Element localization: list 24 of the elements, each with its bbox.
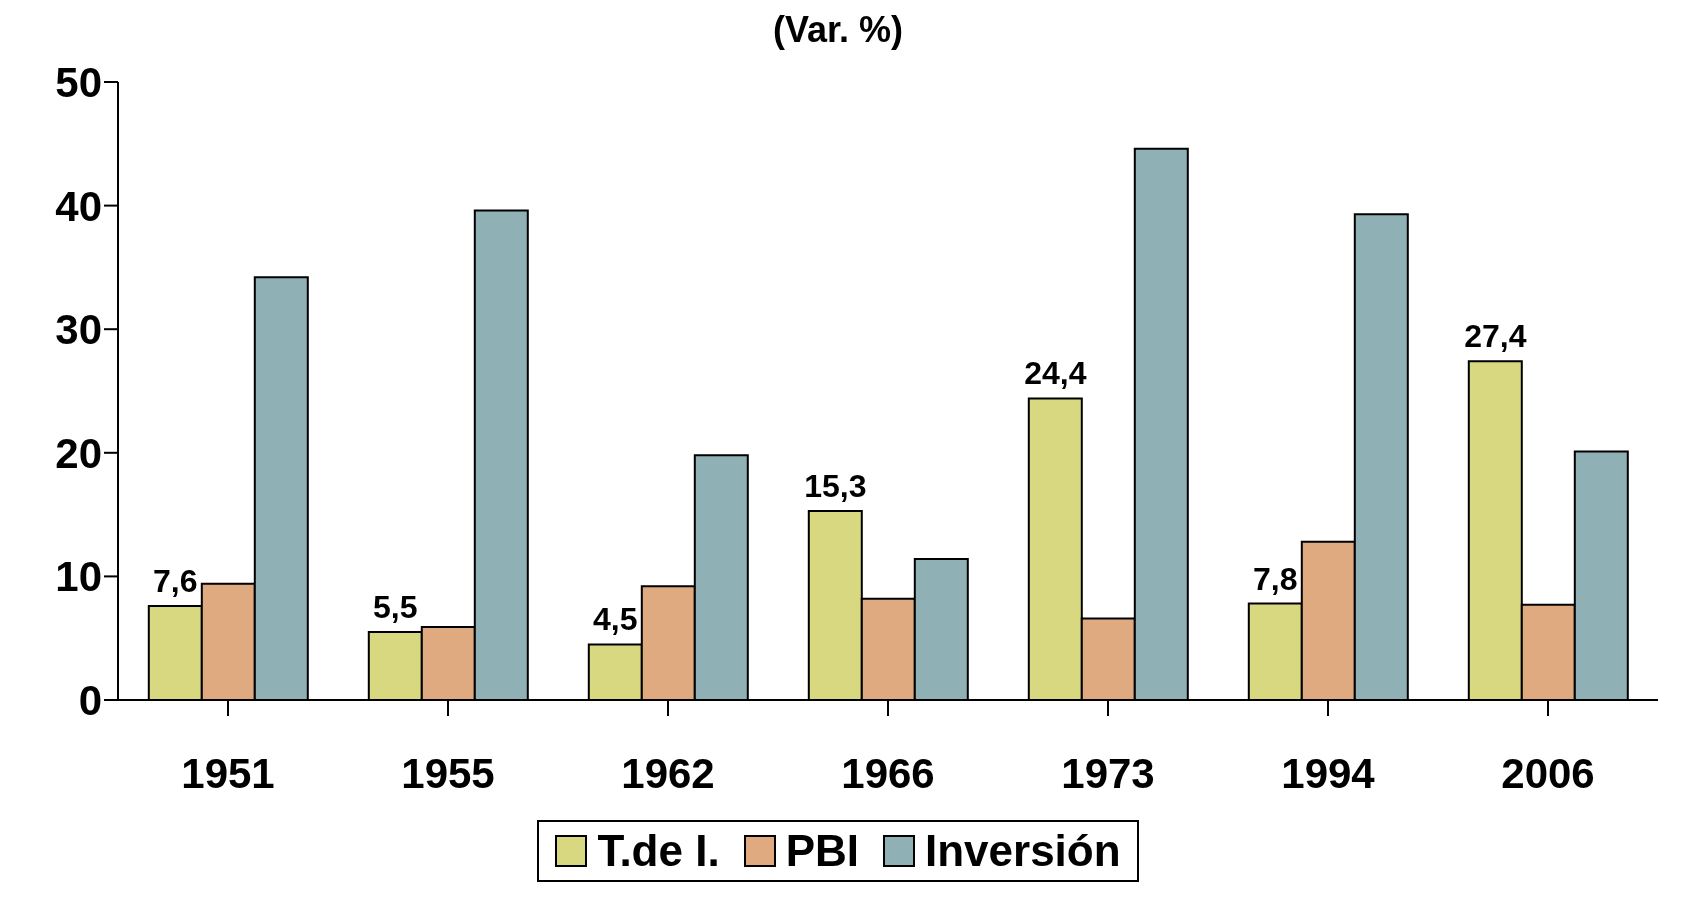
legend-label: Inversión: [924, 826, 1121, 876]
y-tick-label: 30: [55, 306, 102, 354]
x-tick-label: 2006: [1501, 749, 1595, 797]
x-tick-label: 1951: [181, 749, 275, 797]
data-label: 5,5: [373, 589, 418, 626]
legend-label: PBI: [784, 826, 859, 876]
data-label: 7,8: [1253, 560, 1298, 597]
x-tick-label: 1973: [1061, 749, 1155, 797]
data-label: 15,3: [804, 467, 867, 504]
y-tick-label: 50: [55, 58, 102, 106]
data-label: 27,4: [1464, 318, 1527, 355]
legend-label: T.de I.: [596, 826, 720, 876]
x-tick-label: 1955: [401, 749, 495, 797]
x-tick-label: 1962: [621, 749, 715, 797]
x-tick-label: 1994: [1281, 749, 1376, 797]
y-tick-label: 10: [55, 553, 102, 601]
y-tick-label: 0: [78, 676, 102, 724]
y-tick-label: 20: [55, 429, 102, 477]
chart-title: (Var. %): [771, 8, 905, 52]
data-label: 4,5: [593, 601, 638, 638]
y-tick-label: 40: [55, 182, 102, 230]
data-label: 24,4: [1024, 355, 1087, 392]
data-label: 7,6: [153, 563, 198, 600]
x-tick-label: 1966: [841, 749, 935, 797]
